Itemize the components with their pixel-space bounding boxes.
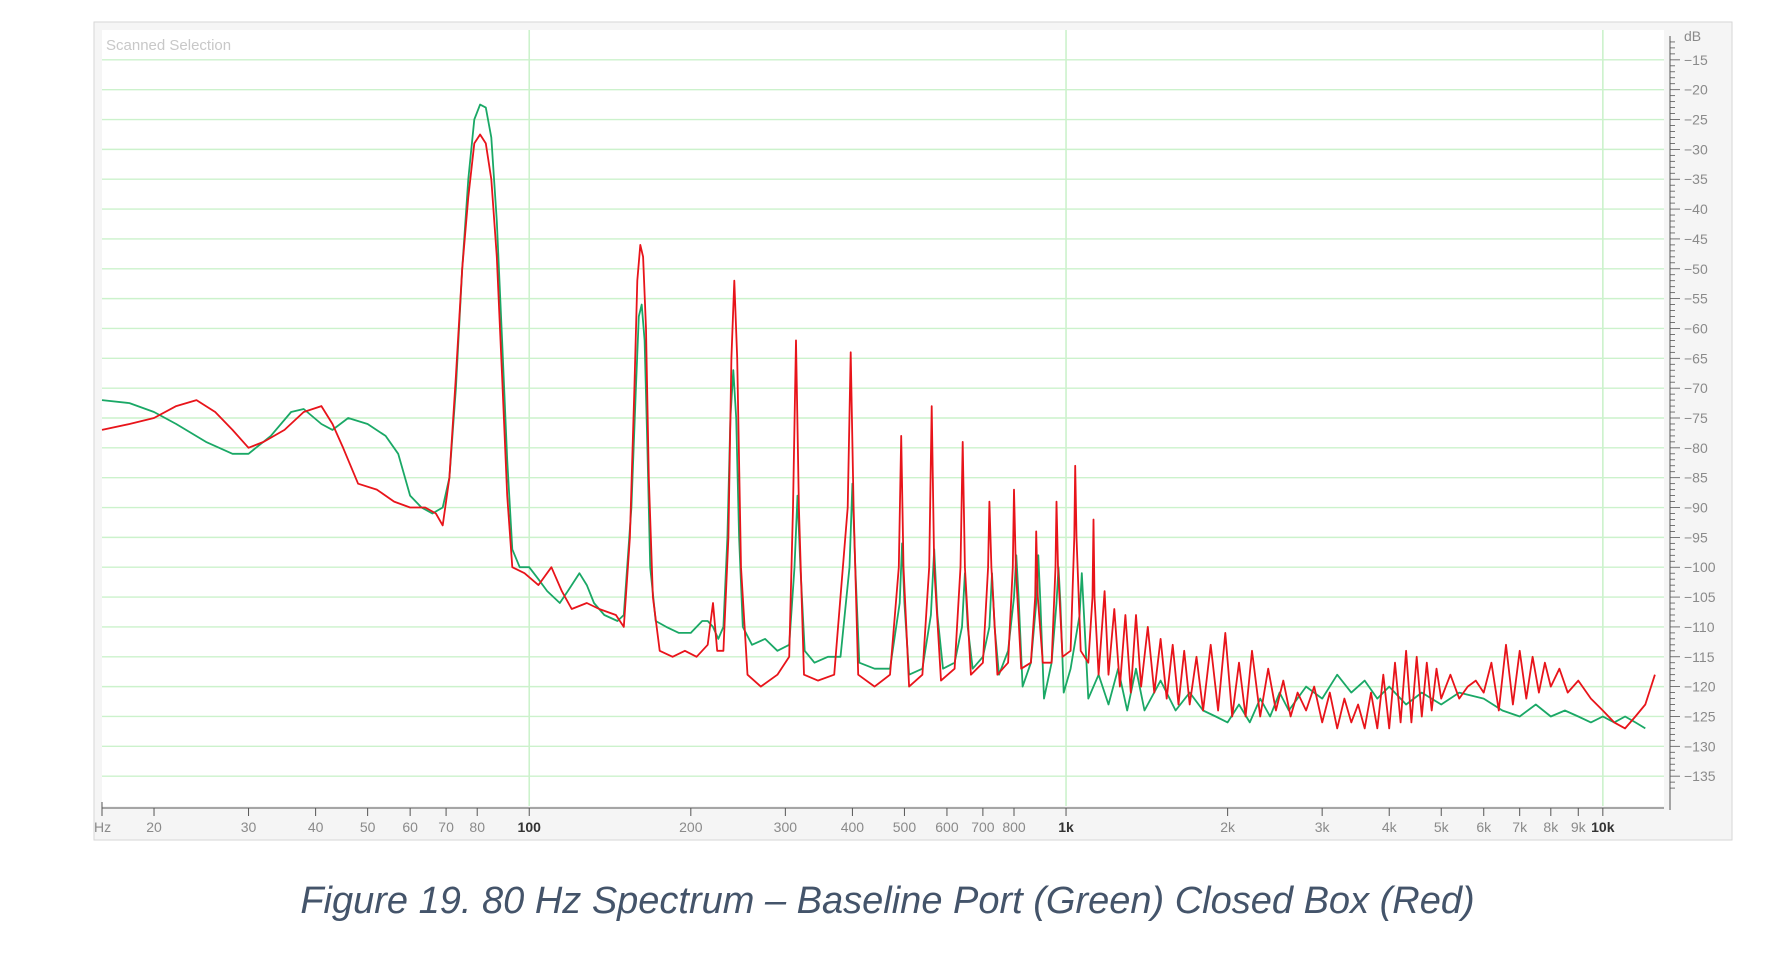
y-tick-label: −35 (1684, 171, 1708, 187)
y-tick-label: −55 (1684, 291, 1708, 307)
x-tick-label: 600 (935, 819, 959, 835)
x-tick-label: 2k (1220, 819, 1236, 835)
y-tick-label: −25 (1684, 112, 1708, 128)
series-lines (101, 103, 1656, 730)
y-tick-label: −130 (1684, 738, 1716, 754)
y-tick-label: −110 (1684, 619, 1715, 635)
figure-caption: Figure 19. 80 Hz Spectrum – Baseline Por… (300, 880, 1475, 922)
x-tick-label: 30 (241, 819, 257, 835)
y-tick-label: −100 (1684, 559, 1716, 575)
x-tick-label: 6k (1476, 819, 1492, 835)
y-axis-unit-label: dB (1684, 28, 1701, 44)
axes (101, 36, 1680, 816)
y-tick-label: −125 (1684, 708, 1716, 724)
x-tick-label: 8k (1543, 819, 1559, 835)
x-tick-label: 200 (679, 819, 703, 835)
y-tick-label: −75 (1684, 410, 1708, 426)
x-tick-label: 9k (1571, 819, 1587, 835)
x-tick-label: 100 (518, 819, 542, 835)
y-tick-label: −105 (1684, 589, 1716, 605)
x-axis-unit-label: Hz (94, 819, 111, 835)
x-tick-label: 80 (469, 819, 485, 835)
y-tick-label: −20 (1684, 82, 1708, 98)
y-tick-label: −65 (1684, 350, 1708, 366)
y-tick-label: −120 (1684, 679, 1716, 695)
x-tick-label: 4k (1382, 819, 1398, 835)
x-tick-label: 70 (438, 819, 454, 835)
x-tick-label: 700 (971, 819, 995, 835)
grid-lines (102, 30, 1664, 806)
x-tick-label: 10k (1591, 819, 1615, 835)
x-tick-label: 40 (308, 819, 324, 835)
x-tick-label: 500 (893, 819, 917, 835)
y-tick-label: −30 (1684, 141, 1708, 157)
y-tick-label: −70 (1684, 380, 1708, 396)
series-line-red (101, 133, 1656, 730)
scanned-selection-label: Scanned Selection (106, 37, 232, 54)
y-tick-label: −90 (1684, 500, 1708, 516)
x-tick-label: 20 (146, 819, 162, 835)
y-tick-label: −15 (1684, 52, 1708, 68)
x-tick-label: 1k (1058, 819, 1074, 835)
y-tick-label: −80 (1684, 440, 1708, 456)
x-tick-label: 7k (1512, 819, 1528, 835)
y-tick-label: −135 (1684, 768, 1716, 784)
y-tick-label: −60 (1684, 320, 1708, 336)
y-tick-label: −85 (1684, 470, 1708, 486)
y-tick-label: −45 (1684, 231, 1708, 247)
x-tick-label: 3k (1315, 819, 1331, 835)
y-tick-label: −40 (1684, 201, 1708, 217)
y-tick-label: −115 (1684, 649, 1715, 665)
x-tick-label: 60 (402, 819, 418, 835)
x-tick-label: 800 (1002, 819, 1026, 835)
y-tick-label: −95 (1684, 529, 1708, 545)
x-tick-label: 300 (774, 819, 798, 835)
y-tick-label: −50 (1684, 261, 1708, 277)
x-tick-label: 50 (360, 819, 376, 835)
x-tick-label: 400 (841, 819, 865, 835)
axis-labels: 20 30 40 50 60 70 80 100 200 300 400 500 600 700 800 1k… (94, 28, 1716, 835)
x-tick-label: 5k (1434, 819, 1450, 835)
